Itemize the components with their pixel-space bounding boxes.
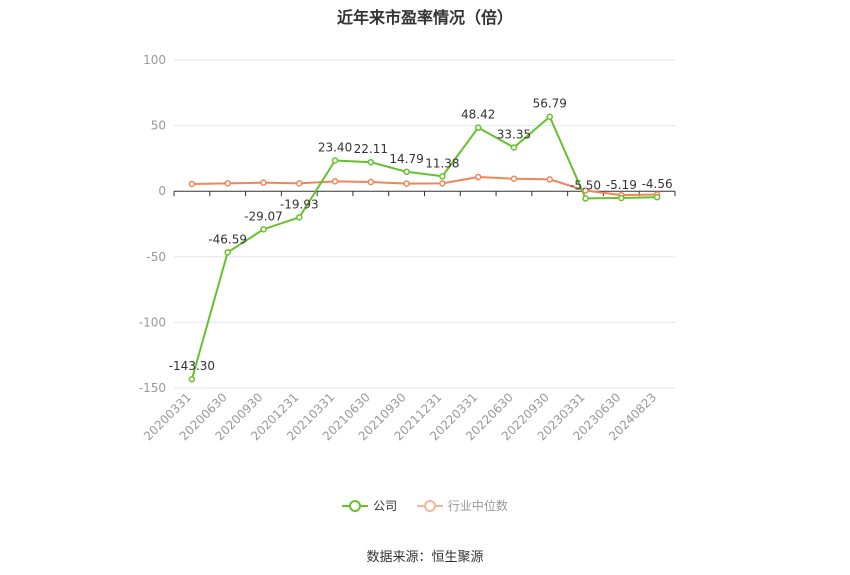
data-label: -29.07 (244, 209, 283, 223)
data-label: -5.50 (570, 178, 601, 192)
y-tick-label: -50 (146, 250, 166, 264)
y-tick-label: 50 (151, 119, 166, 133)
y-tick-label: -150 (139, 381, 166, 395)
data-point-0 (260, 226, 267, 233)
data-point-1 (331, 178, 339, 185)
y-tick-label: 0 (158, 184, 166, 198)
legend-label-industry: 行业中位数 (447, 499, 508, 513)
chart-title: 近年来市盈率情况（倍） (336, 8, 513, 27)
data-point-0 (296, 214, 303, 221)
data-label: 56.79 (533, 97, 567, 111)
data-point-1 (474, 173, 482, 181)
series-lines (190, 115, 658, 380)
data-point-0 (582, 195, 589, 202)
data-label: -19.93 (280, 197, 319, 211)
data-label: 11.38 (425, 156, 459, 170)
data-point-1 (439, 180, 446, 187)
data-point-1 (188, 180, 196, 188)
data-label: 48.42 (461, 108, 495, 122)
data-label: -4.56 (642, 177, 673, 191)
data-label: 23.40 (318, 140, 352, 154)
data-label: -46.59 (208, 232, 247, 246)
data-point-0 (439, 173, 446, 180)
data-label: 14.79 (389, 152, 423, 166)
series-line-1 (191, 176, 658, 197)
data-label: 22.11 (354, 142, 388, 156)
legend-label-company: 公司 (373, 499, 398, 513)
y-tick-label: 100 (143, 53, 166, 67)
data-point-0 (188, 375, 196, 383)
data-point-1 (582, 187, 589, 194)
data-point-0 (403, 168, 410, 176)
data-point-1 (296, 180, 303, 187)
data-point-1 (224, 180, 231, 187)
legend-item-company[interactable]: 公司 (342, 497, 397, 514)
data-point-0 (224, 249, 231, 256)
data-point-0 (618, 194, 625, 202)
series-points (188, 113, 661, 383)
data-point-1 (546, 176, 553, 183)
data-label: -143.30 (169, 359, 215, 373)
data-point-0 (653, 193, 661, 201)
data-label: -5.19 (606, 178, 637, 192)
data-labels: -143.30 -46.59 -29.07-19.93 23.40 22.1114.79… (169, 97, 673, 374)
y-axis: 100 50 0 -50 -100 -150 (139, 53, 166, 395)
legend-swatch-industry (416, 499, 443, 513)
data-point-1 (367, 178, 375, 186)
data-point-0 (331, 157, 339, 164)
data-point-1 (403, 180, 410, 187)
data-point-0 (474, 124, 482, 131)
data-point-1 (260, 179, 267, 186)
grid-lines (174, 59, 675, 389)
series-line-0 (190, 115, 658, 380)
data-point-0 (367, 158, 375, 166)
data-label: 33.35 (497, 127, 531, 141)
legend-item-industry[interactable]: 行业中位数 (416, 497, 508, 514)
legend: 公司 行业中位数 (0, 497, 850, 516)
x-axis: 2020033120200630202009302020123120210331… (141, 191, 676, 443)
y-tick-label: -100 (139, 315, 166, 329)
data-source: 数据来源：恒生聚源 (366, 550, 484, 565)
legend-swatch-company (342, 499, 369, 513)
data-point-0 (546, 113, 553, 120)
data-point-1 (510, 175, 518, 182)
data-point-0 (510, 144, 518, 151)
